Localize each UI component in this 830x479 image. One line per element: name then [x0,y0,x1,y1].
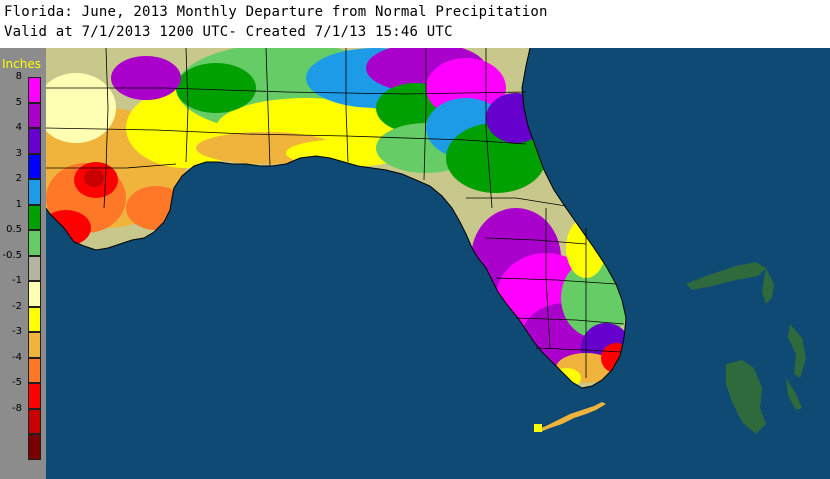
legend-swatch [28,332,41,358]
legend-label: -1 [12,275,22,286]
legend-swatch [28,434,41,460]
legend-label: 3 [15,147,22,159]
legend-swatch [28,306,41,332]
legend-label: 2 [15,173,22,184]
coastline [46,48,627,389]
legend-title: Inches [2,57,41,71]
map-svg [46,48,806,434]
map-title: Florida: June, 2013 Monthly Departure fr… [4,4,548,20]
bahamas-abaco [762,268,774,304]
bahamas-grand-bahama [686,262,766,290]
legend-swatch [28,77,41,103]
bahamas-eleuthera [788,324,806,378]
bahamas-exuma [786,378,802,410]
county-borders [46,48,625,378]
map-subtitle: Valid at 7/1/2013 1200 UTC- Created 7/1/… [4,24,453,40]
legend-label: 8 [15,71,22,82]
legend-swatch [28,281,41,307]
legend-swatch [28,102,41,128]
legend-swatch [28,408,41,434]
legend-label: -8 [12,402,22,414]
legend-label: -2 [12,300,22,312]
map-header: Florida: June, 2013 Monthly Departure fr… [0,0,830,48]
legend-swatch [28,357,41,383]
legend-swatch [28,153,41,179]
bahamas-andros [726,360,766,434]
legend-swatch [28,230,41,256]
legend-label: 4 [15,122,22,133]
legend-swatch [28,128,41,154]
legend-label: -3 [12,326,22,337]
legend-swatch [28,204,41,230]
key-west [534,424,542,432]
legend-label: -5 [12,377,22,388]
legend-label: 1 [15,198,22,210]
color-legend: Inches 8 5 4 3 2 1 0.5 -0.5 -1 -2 -3 -4 -5 -8 [0,48,46,479]
legend-label: -4 [12,351,22,363]
precipitation-map [46,48,830,479]
legend-label: 5 [15,96,22,108]
legend-swatch [28,383,41,409]
legend-label: 0.5 [6,224,22,235]
legend-swatch [28,179,41,205]
legend-label: -0.5 [2,249,22,261]
legend-swatch [28,255,41,281]
florida-keys [536,402,606,432]
